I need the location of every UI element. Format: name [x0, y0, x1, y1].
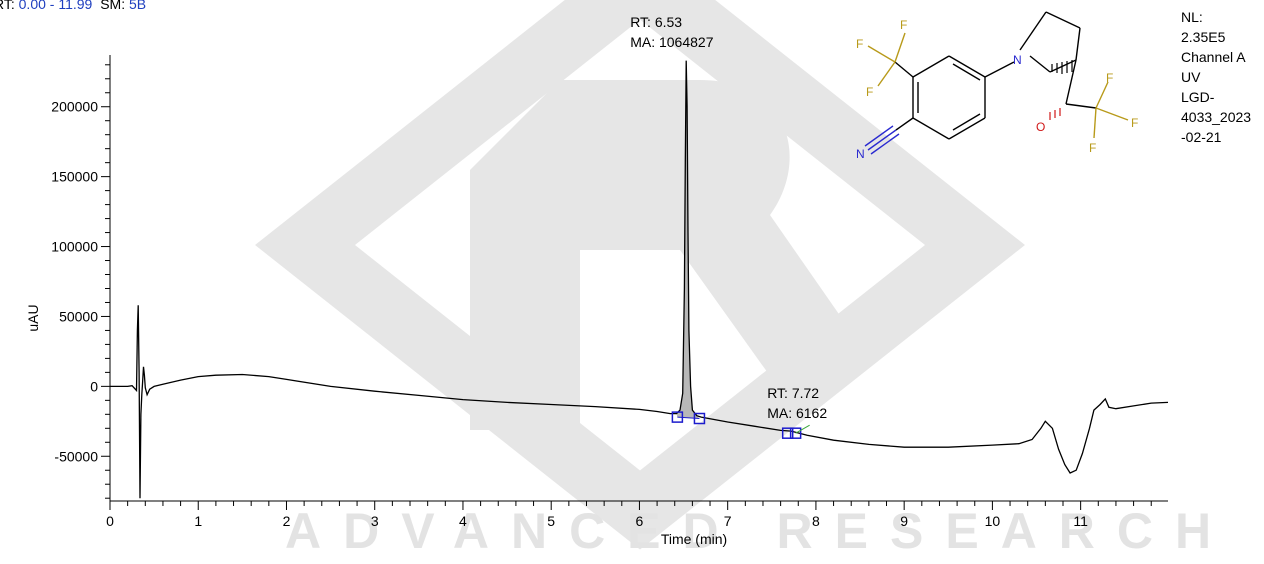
x-axis-label: Time (min)	[661, 531, 727, 547]
y-tick-label: 0	[90, 378, 98, 394]
x-axis-ticks: 0 1 2 3 4 5 6 7 8 9 10 11	[106, 501, 1152, 529]
atom-o: O	[1036, 120, 1045, 134]
x-tick-label: 0	[106, 513, 114, 529]
y-axis: -50000 0 50000 100000 150000 200000 uAU	[25, 55, 111, 501]
rt-range: 0.00 - 11.99	[19, 0, 93, 12]
info-line: -02-21	[1181, 129, 1222, 145]
peak-2-flag	[795, 424, 810, 434]
x-tick-label: 8	[812, 513, 820, 529]
chromatogram-trace	[110, 60, 1169, 499]
y-tick-label: 50000	[59, 308, 98, 324]
info-panel: NL: 2.35E5 Channel A UV LGD- 4033_2023 -02-21	[1181, 9, 1251, 145]
atom-f-6: F	[1089, 141, 1096, 155]
y-tick-label: -50000	[54, 448, 98, 464]
x-tick-label: 9	[900, 513, 908, 529]
baseline-marker	[671, 411, 684, 423]
y-axis-ticks: -50000 0 50000 100000 150000 200000	[51, 64, 110, 499]
atom-f-3: F	[866, 85, 873, 99]
peak-rt-label: RT: 7.72	[767, 385, 819, 401]
info-line: Channel A	[1181, 49, 1246, 65]
x-tick-label: 2	[283, 513, 291, 529]
molecule-structure: N O N F F F F F F	[856, 11, 1138, 161]
x-tick-label: 10	[985, 513, 1001, 529]
sm-prefix: SM:	[100, 0, 125, 12]
info-line: NL:	[1181, 9, 1203, 25]
x-tick-label: 11	[1073, 513, 1088, 529]
atom-f-5: F	[1131, 116, 1138, 130]
x-tick-label: 7	[724, 513, 732, 529]
x-tick-label: 3	[371, 513, 379, 529]
info-line: UV	[1181, 69, 1201, 85]
atom-f-4: F	[1106, 71, 1113, 85]
rt-prefix: RT:	[0, 0, 15, 12]
atom-n-ring: N	[1013, 53, 1022, 67]
atom-f-2: F	[900, 18, 907, 32]
x-tick-label: 6	[636, 513, 644, 529]
plot-area: RT: 6.53 MA: 1064827 RT: 7.72 MA: 6162	[110, 14, 1169, 499]
y-tick-label: 200000	[51, 99, 98, 115]
peak-ma-label: MA: 6162	[767, 405, 827, 421]
peak-baseline	[677, 416, 700, 420]
info-line: 2.35E5	[1181, 29, 1226, 45]
y-tick-label: 150000	[51, 169, 98, 185]
peak-rt-label: RT: 6.53	[630, 14, 682, 30]
x-tick-label: 4	[459, 513, 467, 529]
info-line: LGD-	[1181, 89, 1215, 105]
atom-n-nitrile: N	[856, 147, 865, 161]
header-info: RT: 0.00 - 11.99 SM: 5B	[0, 0, 146, 12]
y-axis-label: uAU	[25, 304, 41, 331]
x-tick-label: 1	[194, 513, 202, 529]
x-axis: 0 1 2 3 4 5 6 7 8 9 10 11 Time (min)	[106, 500, 1168, 547]
info-line: 4033_2023	[1181, 109, 1251, 125]
watermark-text: ADVANCED RESEARCH	[285, 503, 1233, 559]
sm-value: 5B	[129, 0, 146, 12]
baseline-marker	[693, 412, 706, 425]
baseline-marker	[789, 427, 802, 439]
x-tick-label: 5	[547, 513, 555, 529]
atom-f-1: F	[856, 37, 863, 51]
watermark-logo	[255, 0, 1025, 550]
peak-ma-label: MA: 1064827	[630, 34, 713, 50]
y-tick-label: 100000	[51, 239, 98, 255]
baseline-marker	[781, 427, 794, 439]
